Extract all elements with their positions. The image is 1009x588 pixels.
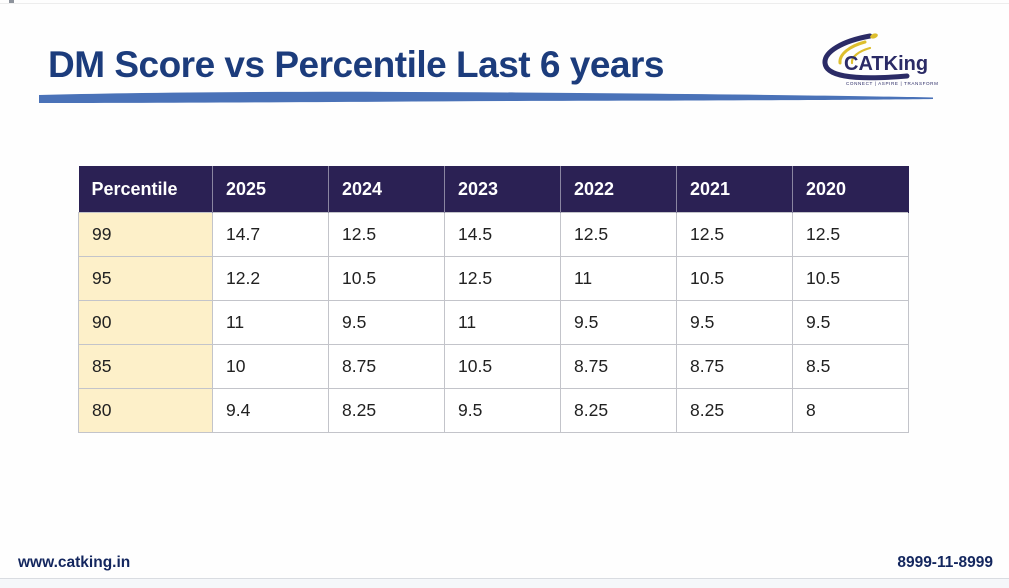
score-cell: 8.5 (792, 344, 909, 389)
bottom-strip (0, 579, 1009, 588)
column-header-2025: 2025 (212, 166, 329, 213)
score-cell: 8 (792, 388, 909, 433)
score-cell: 11 (560, 256, 677, 301)
catking-logo-graphic: CATKing CONNECT | ASPIRE | TRANSFORM (822, 33, 939, 86)
column-header-2023: 2023 (444, 166, 561, 213)
score-cell: 9.5 (676, 300, 793, 345)
website-link[interactable]: www.catking.in (18, 554, 131, 571)
score-cell: 11 (212, 300, 329, 345)
score-cell: 8.75 (560, 344, 677, 389)
logo-tagline: CONNECT | ASPIRE | TRANSFORM (846, 81, 939, 86)
score-cell: 9.5 (328, 300, 445, 345)
page-title: DM Score vs Percentile Last 6 years (48, 44, 664, 85)
top-edge-line (0, 3, 1009, 4)
column-header-2021: 2021 (676, 166, 793, 213)
percentile-cell: 85 (78, 344, 213, 389)
score-percentile-table: Percentile 2025 2024 2023 2022 2021 2020… (78, 166, 909, 433)
logo-yellow-arc-small-icon (850, 46, 872, 65)
logo-yellow-arc-icon (838, 40, 867, 65)
score-cell: 8.25 (676, 388, 793, 433)
score-cell: 9.5 (560, 300, 677, 345)
column-header-2024: 2024 (328, 166, 445, 213)
phone-number: 8999-11-8999 (897, 554, 993, 571)
score-cell: 8.75 (676, 344, 793, 389)
percentile-cell: 90 (78, 300, 213, 345)
top-edge-artifact (9, 0, 14, 3)
table-row: 85 10 8.75 10.5 8.75 8.75 8.5 (78, 344, 909, 389)
column-header-2022: 2022 (560, 166, 677, 213)
score-cell: 8.25 (560, 388, 677, 433)
percentile-cell: 80 (78, 388, 213, 433)
score-cell: 9.5 (792, 300, 909, 345)
logo-yellow-dot-icon (870, 33, 878, 39)
table-row: 95 12.2 10.5 12.5 11 10.5 10.5 (78, 256, 909, 301)
percentile-cell: 95 (78, 256, 213, 301)
catking-logo: CATKing CONNECT | ASPIRE | TRANSFORM (810, 32, 940, 102)
score-cell: 12.5 (328, 212, 445, 257)
score-cell: 10.5 (444, 344, 561, 389)
table-row: 99 14.7 12.5 14.5 12.5 12.5 12.5 (78, 212, 909, 257)
logo-swoosh-icon (822, 33, 910, 81)
score-cell: 10.5 (792, 256, 909, 301)
column-header-percentile: Percentile (78, 166, 213, 213)
score-cell: 8.75 (328, 344, 445, 389)
score-cell: 10.5 (676, 256, 793, 301)
score-cell: 10 (212, 344, 329, 389)
score-cell: 12.5 (792, 212, 909, 257)
score-cell: 9.5 (444, 388, 561, 433)
score-cell: 9.4 (212, 388, 329, 433)
score-cell: 12.5 (560, 212, 677, 257)
score-cell: 12.5 (444, 256, 561, 301)
table-row: 90 11 9.5 11 9.5 9.5 9.5 (78, 300, 909, 345)
score-cell: 12.2 (212, 256, 329, 301)
score-cell: 12.5 (676, 212, 793, 257)
table-row: 80 9.4 8.25 9.5 8.25 8.25 8 (78, 388, 909, 433)
score-cell: 14.5 (444, 212, 561, 257)
title-underline-swoosh (39, 91, 933, 103)
logo-text: CATKing (844, 53, 928, 75)
percentile-cell: 99 (78, 212, 213, 257)
table-header-row: Percentile 2025 2024 2023 2022 2021 2020 (78, 166, 909, 213)
score-cell: 10.5 (328, 256, 445, 301)
score-cell: 8.25 (328, 388, 445, 433)
column-header-2020: 2020 (792, 166, 909, 213)
score-cell: 11 (444, 300, 561, 345)
footer-divider (0, 578, 1009, 579)
score-cell: 14.7 (212, 212, 329, 257)
